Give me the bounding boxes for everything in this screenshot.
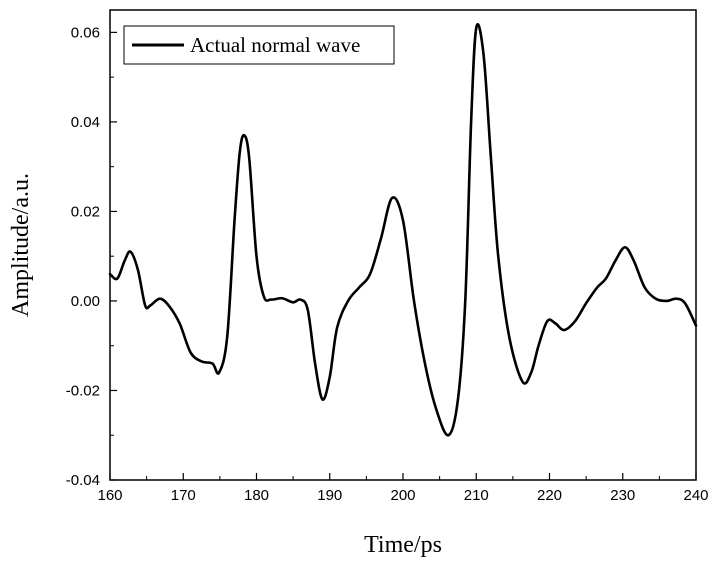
x-tick-label-230: 230	[610, 487, 635, 504]
legend: Actual normal wave	[124, 26, 394, 64]
series-line-actual-normal-wave	[110, 24, 696, 435]
x-axis-label: Time/ps	[364, 532, 442, 558]
y-axis-label: Amplitude/a.u.	[8, 173, 34, 317]
x-tick-label-160: 160	[97, 487, 122, 504]
y-tick-label: 0.00	[71, 293, 100, 310]
x-tick-label-190: 190	[317, 487, 342, 504]
y-tick-label: 0.04	[71, 114, 100, 131]
y-tick-label: -0.02	[66, 382, 100, 399]
axis-ticks	[110, 32, 696, 480]
legend-label-actual-normal-wave: Actual normal wave	[190, 33, 360, 57]
plot-area	[110, 24, 696, 435]
x-tick-label-180: 180	[244, 487, 269, 504]
x-tick-label-200: 200	[390, 487, 415, 504]
y-tick-label: -0.04	[66, 472, 100, 489]
y-tick-label: 0.06	[71, 24, 100, 41]
x-tick-label-220: 220	[537, 487, 562, 504]
x-tick-label-170: 170	[171, 487, 196, 504]
x-tick-label-210: 210	[464, 487, 489, 504]
x-tick-label-240: 240	[683, 487, 708, 504]
plot-frame	[110, 10, 696, 480]
y-tick-label: 0.02	[71, 203, 100, 220]
chart: 160 170 180 190 200 210 220 230 240 -0.04 -0.02 0.0…	[0, 0, 717, 563]
line-chart: 160 170 180 190 200 210 220 230 240 -0.04 -0.02 0.0…	[0, 0, 717, 563]
